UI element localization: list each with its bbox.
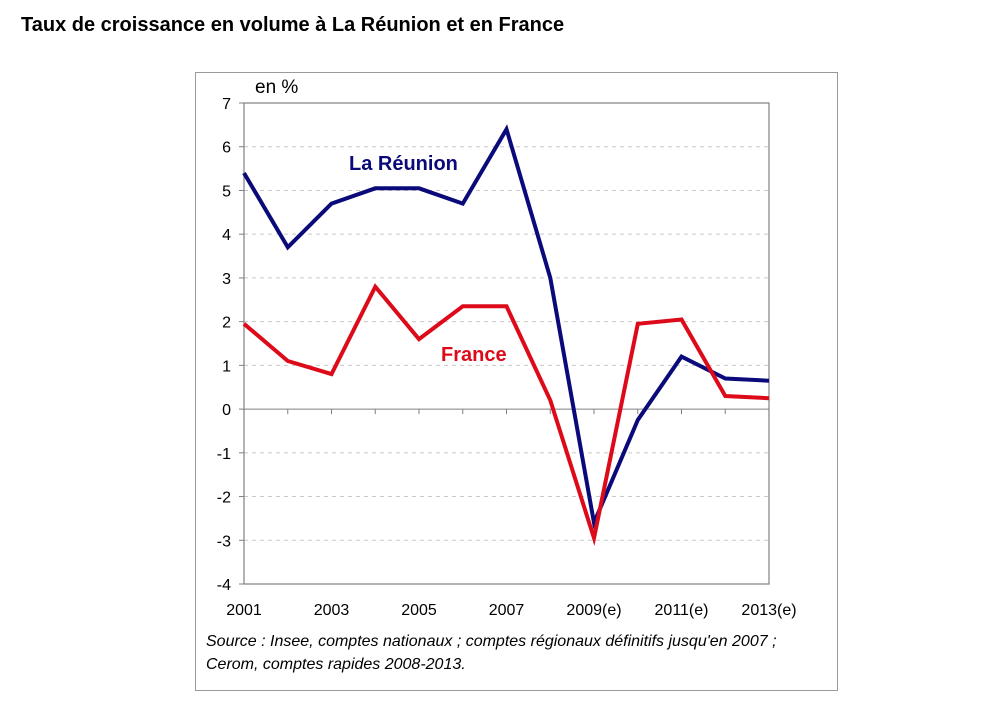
series-line-france: [242, 283, 770, 547]
x-tick-label: 2011(e): [655, 602, 709, 619]
y-tick-label: -1: [217, 446, 231, 463]
chart-frame: [195, 72, 838, 691]
axes: -4 -3 -2 -1 0 1 2 3 4 5 6 7 2001 2003 2005 2007 2009(e) 2…: [217, 96, 797, 619]
y-tick-label: 5: [222, 183, 231, 200]
x-tick-label: 2001: [226, 602, 262, 619]
y-tick-label: 6: [222, 140, 231, 157]
y-axis-unit-label: en %: [255, 77, 299, 98]
x-tick-label: 2009(e): [566, 602, 621, 619]
y-tick-label: 3: [222, 271, 231, 288]
y-tick-label: -2: [217, 490, 231, 507]
x-tick-label: 2013(e): [741, 602, 796, 619]
x-tick-label: 2005: [401, 602, 437, 619]
x-tick-label: 2007: [489, 602, 525, 619]
y-tick-label: 2: [222, 315, 231, 332]
y-tick-label: 0: [222, 402, 231, 419]
series-label-la-reunion: La Réunion: [349, 153, 458, 175]
source-note: Source : Insee, comptes nationaux ; comp…: [206, 633, 777, 673]
y-tick-label: 7: [222, 96, 231, 113]
y-tick-label: 4: [222, 227, 231, 244]
y-tick-label: 1: [222, 358, 231, 375]
page-title: Taux de croissance en volume à La Réunio…: [21, 14, 565, 36]
series-labels: La Réunion France: [349, 153, 507, 366]
x-tick-label: 2003: [314, 602, 350, 619]
y-tick-label: -3: [217, 533, 231, 550]
series-lines: [242, 124, 770, 547]
series-label-france: France: [441, 344, 507, 366]
y-tick-label: -4: [217, 577, 231, 594]
series-line-la-reunion: [242, 124, 770, 530]
plot-border: [243, 102, 770, 585]
